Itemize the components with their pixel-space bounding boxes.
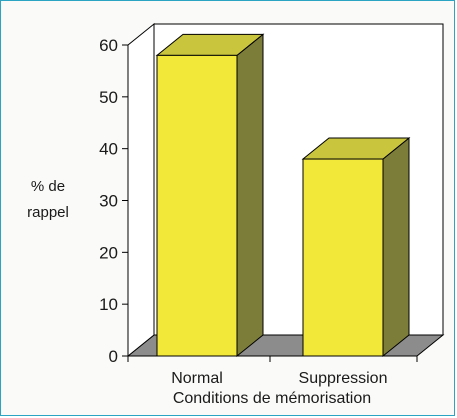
bar-suppression — [301, 136, 411, 358]
x-tick-label: Normal — [171, 370, 223, 387]
x-tick-label: Suppression — [299, 370, 388, 387]
y-tick-label: 0 — [109, 347, 118, 366]
bar-side — [382, 136, 410, 358]
bar-normal — [155, 33, 265, 358]
bar-side — [236, 33, 264, 358]
x-axis: Normal Suppression Conditions de mémorisat… — [127, 355, 418, 407]
x-axis-label: Conditions de mémorisation — [173, 390, 371, 407]
y-tick-label: 40 — [99, 140, 118, 159]
y-axis-label-line1: % de — [30, 178, 66, 195]
y-tick-label: 30 — [99, 192, 118, 211]
y-tick-label: 60 — [99, 36, 118, 55]
y-axis-label-line2: rappel — [27, 204, 69, 221]
chart-side-wall — [127, 22, 155, 358]
bars — [155, 33, 411, 358]
y-axis: 0 10 20 30 40 50 60 — [99, 36, 129, 366]
bar-front — [302, 158, 384, 357]
bar-front — [156, 54, 238, 357]
y-tick-label: 10 — [99, 295, 118, 314]
y-tick-label: 20 — [99, 243, 118, 262]
y-tick-label: 50 — [99, 88, 118, 107]
